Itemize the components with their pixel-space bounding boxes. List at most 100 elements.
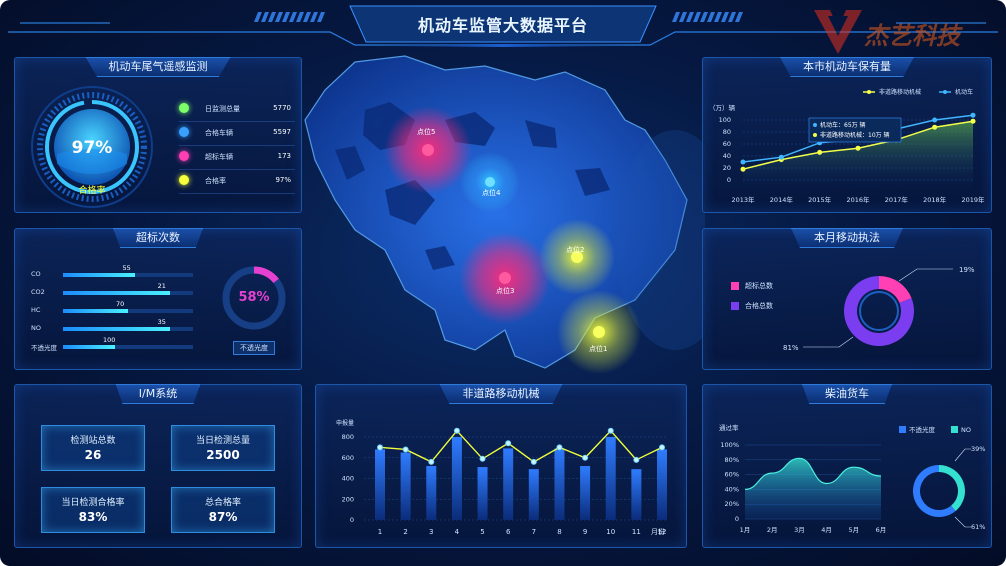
machinery-line-point (607, 427, 614, 434)
kpi-total-pass-rate-label: 总合格率 (204, 498, 241, 508)
exceed-panel: 超标次数 CO 55 CO2 21 HC 70 NO 35 不透光度 100 58% 不透光度 (14, 228, 302, 370)
exceed-bar (63, 327, 170, 331)
exceed-bar-track (63, 345, 193, 349)
x-tick-label: 11 (632, 528, 641, 536)
x-tick-label: 2015年 (808, 195, 832, 204)
ownership-unit-label: （万）辆 (709, 103, 736, 112)
x-tick-label: 1月 (740, 526, 751, 534)
kpi-station-count-value: 26 (84, 448, 102, 462)
emission-panel-title: 机动车尾气遥感监测 (85, 57, 231, 77)
truck-donut-slice (913, 465, 956, 517)
legend-vehicle-label: 机动车 (955, 88, 973, 96)
legend-machinery-label: 非道路移动机械 (879, 88, 921, 96)
exceed-panel-title: 超标次数 (113, 228, 203, 248)
x-tick-label: 6 (506, 528, 511, 536)
machinery-bar (631, 469, 642, 520)
legend-pass-swatch (731, 302, 739, 310)
truck-area (745, 458, 881, 519)
x-tick-label: 12 (658, 528, 667, 536)
ownership-area (743, 121, 973, 190)
x-tick-label: 3 (429, 528, 433, 536)
y-tick-label: 20% (725, 500, 739, 508)
ownership-point (740, 166, 746, 172)
slice-label-exceed: 19% (959, 266, 975, 274)
machinery-bar (657, 449, 667, 520)
enforcement-donut-chart: 19% 81% (783, 266, 975, 352)
exceed-bar-label: HC (31, 306, 41, 314)
exceed-bar (63, 273, 135, 277)
y-tick-label: 0 (727, 176, 731, 184)
truck-legend-label: NO (961, 426, 971, 434)
y-tick-label: 40% (725, 485, 739, 493)
x-tick-label: 2016年 (846, 195, 870, 204)
exceed-bar (63, 345, 115, 349)
machinery-bar (605, 437, 616, 520)
map-point-4-label[interactable]: 点位4 (482, 189, 501, 197)
ownership-panel: 本市机动车保有量 （万）辆 非道路移动机械 机动车 0 20 40 60 80 100 2013年… (702, 57, 992, 213)
map-point-1-label[interactable]: 点位1 (589, 345, 608, 353)
exceed-bar (63, 309, 128, 313)
slice-label-pass: 81% (783, 344, 799, 352)
ring-caption[interactable]: 不透光度 (233, 341, 275, 355)
x-unit-label: 月份 (651, 527, 665, 536)
map-point-3-label[interactable]: 点位3 (496, 287, 515, 295)
exceed-bar-value: 100 (103, 336, 116, 344)
im-panel: I/M系统 检测站总数 26 当日检测总量 2500 当日检测合格率 83% 总… (14, 384, 302, 548)
truck-area-line (744, 457, 882, 490)
machinery-bar (528, 469, 539, 520)
x-tick-label: 2017年 (885, 195, 909, 204)
machinery-bar (400, 452, 411, 520)
x-tick-label: 1 (378, 528, 382, 536)
exceed-bar-value: 21 (157, 282, 166, 290)
y-tick-label: 200 (342, 495, 354, 503)
exceed-bar-value: 55 (122, 264, 131, 272)
ownership-point (740, 159, 746, 165)
y-tick-label: 20 (723, 164, 731, 172)
machinery-panel: 非道路移动机械 申报量 0 200 400 600 800 1 2 3 4 5 6 7 8 9 10 11 12 月… (315, 384, 687, 548)
ownership-point (817, 149, 823, 155)
map-point-2-label[interactable]: 点位2 (566, 246, 585, 254)
ownership-point (932, 117, 938, 123)
y-tick-label: 100 (719, 116, 731, 124)
emission-stat-row: 合格率 97% (179, 170, 295, 194)
watermark-logo: 杰艺科技 (808, 2, 998, 62)
machinery-line-point (582, 454, 589, 461)
machinery-bar (580, 466, 591, 520)
machinery-bar (375, 449, 385, 520)
kpi-total-pass-rate-value: 87% (208, 510, 238, 524)
map-point-5-label[interactable]: 点位5 (417, 128, 436, 136)
logo-icon (814, 10, 862, 54)
truck-ylabel: 通过率 (719, 423, 739, 432)
status-dot-icon (179, 127, 189, 137)
y-tick-label: 0 (350, 516, 354, 524)
ownership-point (932, 124, 938, 130)
truck-legend-swatch (899, 426, 906, 433)
kpi-daily-tests: 当日检测总量 2500 (171, 425, 275, 471)
enforcement-panel: 本月移动执法 超标总数 合格总数 19% 81% (702, 228, 992, 370)
x-tick-label: 7 (532, 528, 536, 536)
y-tick-label: 100% (720, 441, 739, 449)
x-tick-label: 4 (455, 528, 460, 536)
kpi-daily-pass-rate: 当日检测合格率 83% (41, 487, 145, 533)
machinery-line-point (659, 444, 665, 451)
emission-stat-label: 超标车辆 (205, 153, 233, 161)
x-tick-label: 5 (480, 528, 484, 536)
machinery-line-point (530, 458, 537, 465)
gauge-label: 合格率 (78, 186, 106, 196)
enforcement-slice (844, 276, 914, 346)
emission-stat-label: 合格车辆 (205, 129, 233, 137)
x-tick-label: 2 (403, 528, 407, 536)
map-point-5[interactable] (370, 110, 470, 190)
ownership-panel-title: 本市机动车保有量 (780, 57, 914, 77)
x-tick-label: 10 (606, 528, 615, 536)
kpi-daily-tests-label: 当日检测总量 (195, 436, 250, 446)
machinery-line-point (479, 455, 486, 462)
emission-stat-value: 173 (277, 152, 291, 160)
status-dot-icon (179, 103, 189, 113)
x-tick-label: 2月 (767, 526, 778, 534)
im-panel-title: I/M系统 (115, 384, 201, 404)
truck-donut-slice (939, 465, 965, 512)
machinery-bar (451, 437, 462, 520)
x-tick-label: 2019年 (961, 195, 985, 204)
chart-tooltip (808, 117, 902, 143)
